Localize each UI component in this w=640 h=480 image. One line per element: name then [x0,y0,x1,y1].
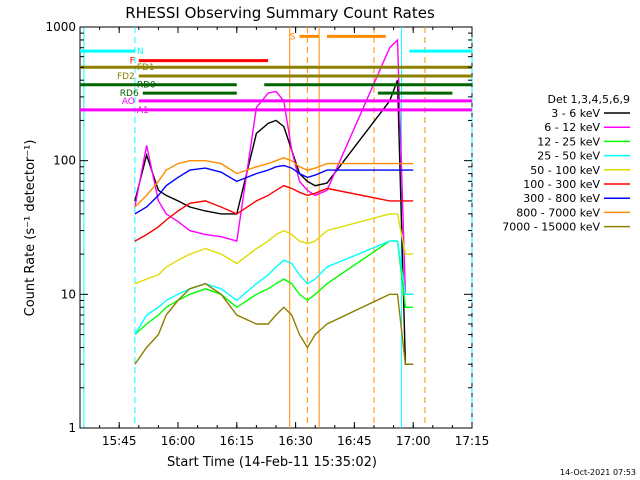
x-tick-label-2: 16:00 [161,434,196,448]
y-axis-ticks: 1 10 100 1000 [45,20,472,435]
series-line-8 [134,157,414,208]
flag-label-9: A1 [137,106,149,116]
timestamp-stamp: 14-Oct-2021 07:53 [560,468,636,477]
series-line-4 [134,240,414,335]
flag-label-1: N [137,47,144,57]
series-line-3 [134,240,414,336]
legend-title: Det 1,3,4,5,6,9 [547,93,630,106]
flag-label-5: FD2 [117,72,135,82]
legend-label-5: 50 - 100 keV [530,164,600,177]
flag-label-6: RD0 [137,81,156,91]
chart-title: RHESSI Observing Summary Count Rates [125,4,435,22]
series-line-7 [134,164,414,215]
y-tick-label-2: 10 [61,287,76,301]
flag-label-7: RD6 [120,89,139,99]
legend-label-1: 3 - 6 keV [551,107,600,120]
series-line-5 [134,213,414,285]
x-tick-label-5: 16:45 [337,434,372,448]
x-tick-label-3: 16:15 [220,434,255,448]
series-line-9 [134,282,414,365]
legend-label-7: 300 - 800 keV [523,192,600,205]
x-tick-label-4: 16:30 [278,434,313,448]
series-line-1 [134,79,414,365]
flag-label-2: S [290,32,296,42]
series-line-2 [134,38,414,295]
x-tick-label-7: 17:15 [455,434,490,448]
flag-label-3: F [130,57,135,67]
flag-label-4: FD1 [137,63,155,73]
series-line-6 [134,184,414,242]
legend-label-2: 6 - 12 keV [544,121,600,134]
y-tick-label-3: 100 [53,154,76,168]
y-axis-label: Count Rate (s⁻¹ detector⁻¹) [23,140,38,317]
y-tick-label-4: 1000 [45,20,76,34]
legend-label-4: 25 - 50 keV [537,150,600,163]
x-axis-label: Start Time (14-Feb-11 15:35:02) [167,455,377,470]
x-tick-label-6: 17:00 [396,434,431,448]
legend-label-8: 800 - 7000 keV [516,206,600,219]
flag-label-8: AO [122,97,135,107]
legend-label-6: 100 - 300 keV [523,178,600,191]
legend-label-3: 12 - 25 keV [537,135,600,148]
y-tick-label-1: 1 [68,421,76,435]
x-tick-label-1: 15:45 [102,434,137,448]
legend-label-9: 7000 - 15000 keV [502,221,600,234]
x-axis-ticks: 15:45 16:00 16:15 16:30 16:45 17:00 17:15 [79,27,490,448]
